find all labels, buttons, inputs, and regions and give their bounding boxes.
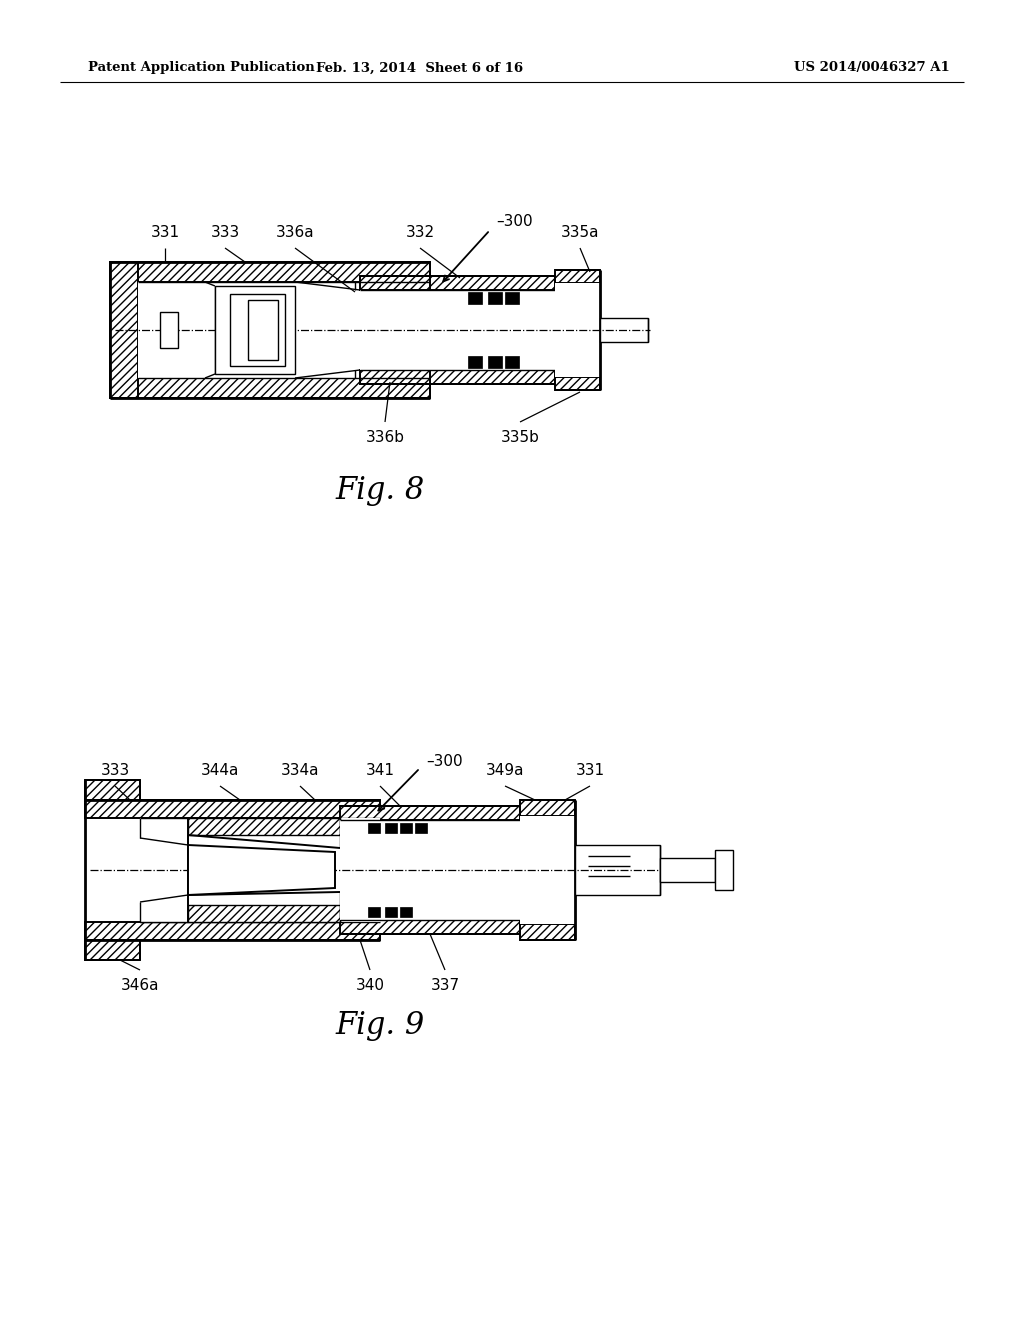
Bar	[340, 820, 520, 920]
Text: –300: –300	[496, 214, 532, 230]
Bar	[400, 907, 412, 917]
Bar	[368, 822, 380, 833]
Bar	[360, 276, 555, 290]
Text: 335b: 335b	[501, 430, 540, 445]
Bar	[360, 290, 555, 370]
Bar	[520, 800, 575, 816]
Bar	[505, 292, 519, 304]
Bar	[85, 800, 380, 818]
Text: –300: –300	[426, 755, 463, 770]
Bar	[110, 378, 430, 399]
Bar	[110, 261, 430, 282]
Bar	[368, 907, 380, 917]
Bar	[555, 282, 600, 378]
Bar	[600, 318, 648, 342]
Text: Fig. 8: Fig. 8	[336, 475, 425, 506]
Text: 340: 340	[355, 978, 384, 993]
Bar	[248, 300, 278, 360]
Bar	[555, 378, 600, 389]
Bar	[340, 920, 520, 935]
Bar	[488, 356, 502, 368]
Bar	[230, 294, 285, 366]
Text: 344a: 344a	[201, 763, 240, 777]
Text: 333: 333	[210, 224, 240, 240]
Bar	[575, 845, 660, 895]
Bar	[520, 924, 575, 940]
Text: US 2014/0046327 A1: US 2014/0046327 A1	[795, 62, 950, 74]
Bar	[110, 261, 138, 399]
Bar	[505, 356, 519, 368]
Bar	[660, 858, 715, 882]
Bar	[85, 940, 140, 960]
Bar	[415, 822, 427, 833]
Text: 332: 332	[406, 224, 434, 240]
Bar	[385, 907, 397, 917]
Bar	[360, 370, 555, 384]
Bar	[138, 282, 430, 378]
Text: 346a: 346a	[121, 978, 160, 993]
Text: 335a: 335a	[561, 224, 599, 240]
Bar	[85, 921, 380, 940]
Text: 331: 331	[575, 763, 604, 777]
Text: Patent Application Publication: Patent Application Publication	[88, 62, 314, 74]
Text: 337: 337	[430, 978, 460, 993]
Text: 331: 331	[151, 224, 179, 240]
Bar	[215, 286, 295, 374]
Text: 336b: 336b	[366, 430, 404, 445]
Bar	[140, 818, 380, 921]
Text: 334a: 334a	[281, 763, 319, 777]
Text: 333: 333	[100, 763, 130, 777]
Polygon shape	[188, 906, 340, 921]
Bar	[520, 816, 575, 924]
Text: 336a: 336a	[275, 224, 314, 240]
Text: 341: 341	[366, 763, 394, 777]
Bar	[400, 822, 412, 833]
Bar	[85, 780, 140, 800]
Bar	[715, 850, 733, 890]
Text: 349a: 349a	[485, 763, 524, 777]
Text: Feb. 13, 2014  Sheet 6 of 16: Feb. 13, 2014 Sheet 6 of 16	[316, 62, 523, 74]
Bar	[488, 292, 502, 304]
Polygon shape	[188, 845, 335, 895]
Bar	[555, 271, 600, 282]
Bar	[468, 356, 482, 368]
Polygon shape	[188, 818, 340, 836]
Bar	[385, 822, 397, 833]
Bar	[160, 312, 178, 348]
Bar	[340, 807, 520, 820]
Text: Fig. 9: Fig. 9	[336, 1010, 425, 1041]
Bar	[468, 292, 482, 304]
